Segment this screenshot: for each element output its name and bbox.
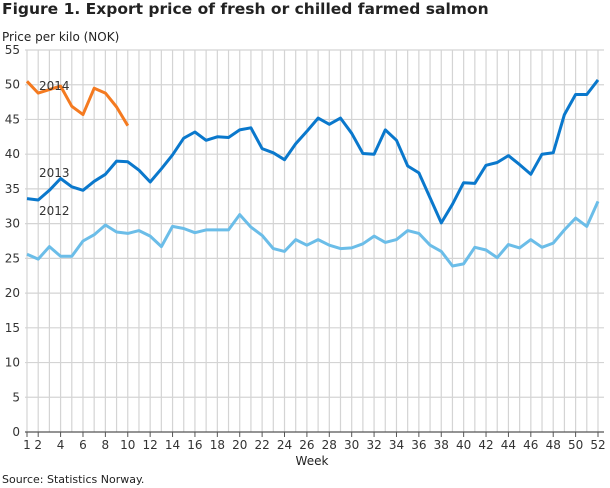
x-tick-label: 44 xyxy=(501,438,516,452)
y-tick-label: 50 xyxy=(5,78,20,92)
series-label-2014: 2014 xyxy=(39,79,70,93)
series-line-2013 xyxy=(26,78,600,225)
x-tick-label: 14 xyxy=(165,438,180,452)
x-tick-label: 4 xyxy=(57,438,65,452)
y-tick-label: 5 xyxy=(12,390,20,404)
x-tick-label: 1 xyxy=(23,438,31,452)
y-tick-label: 10 xyxy=(5,356,20,370)
series-label-2012: 2012 xyxy=(39,204,70,218)
x-tick-label: 42 xyxy=(478,438,493,452)
x-tick-label: 16 xyxy=(187,438,202,452)
y-tick-label: 55 xyxy=(5,43,20,57)
series-line-2014 xyxy=(25,80,130,127)
x-tick-label: 50 xyxy=(568,438,583,452)
x-tick-label: 10 xyxy=(120,438,135,452)
x-tick-label: 18 xyxy=(210,438,225,452)
x-tick-label: 52 xyxy=(590,438,605,452)
y-tick-label: 45 xyxy=(5,112,20,126)
x-tick-label: 48 xyxy=(546,438,561,452)
x-tick-label: 46 xyxy=(523,438,538,452)
x-tick-label: 36 xyxy=(411,438,426,452)
y-tick-label: 0 xyxy=(12,425,20,439)
y-tick-label: 30 xyxy=(5,217,20,231)
x-tick-label: 2 xyxy=(34,438,42,452)
source-note: Source: Statistics Norway. xyxy=(2,473,145,486)
series-line-2012 xyxy=(26,200,600,268)
y-tick-label: 40 xyxy=(5,147,20,161)
x-tick-label: 6 xyxy=(79,438,87,452)
y-tick-label: 35 xyxy=(5,182,20,196)
y-tick-label: 15 xyxy=(5,321,20,335)
x-axis-label: Week xyxy=(295,454,329,468)
x-tick-label: 28 xyxy=(322,438,337,452)
x-tick-label: 8 xyxy=(102,438,110,452)
y-axis-label: Price per kilo (NOK) xyxy=(2,30,120,44)
y-tick-label: 25 xyxy=(5,251,20,265)
x-tick-label: 40 xyxy=(456,438,471,452)
x-tick-label: 22 xyxy=(254,438,269,452)
x-tick-label: 26 xyxy=(299,438,314,452)
x-tick-label: 20 xyxy=(232,438,247,452)
x-tick-label: 30 xyxy=(344,438,359,452)
x-tick-label: 24 xyxy=(277,438,292,452)
x-tick-label: 34 xyxy=(389,438,404,452)
x-tick-label: 12 xyxy=(143,438,158,452)
x-tick-label: 38 xyxy=(434,438,449,452)
chart-title: Figure 1. Export price of fresh or chill… xyxy=(2,0,489,18)
y-tick-label: 20 xyxy=(5,286,20,300)
series-label-2013: 2013 xyxy=(39,166,70,180)
x-tick-label: 32 xyxy=(366,438,381,452)
